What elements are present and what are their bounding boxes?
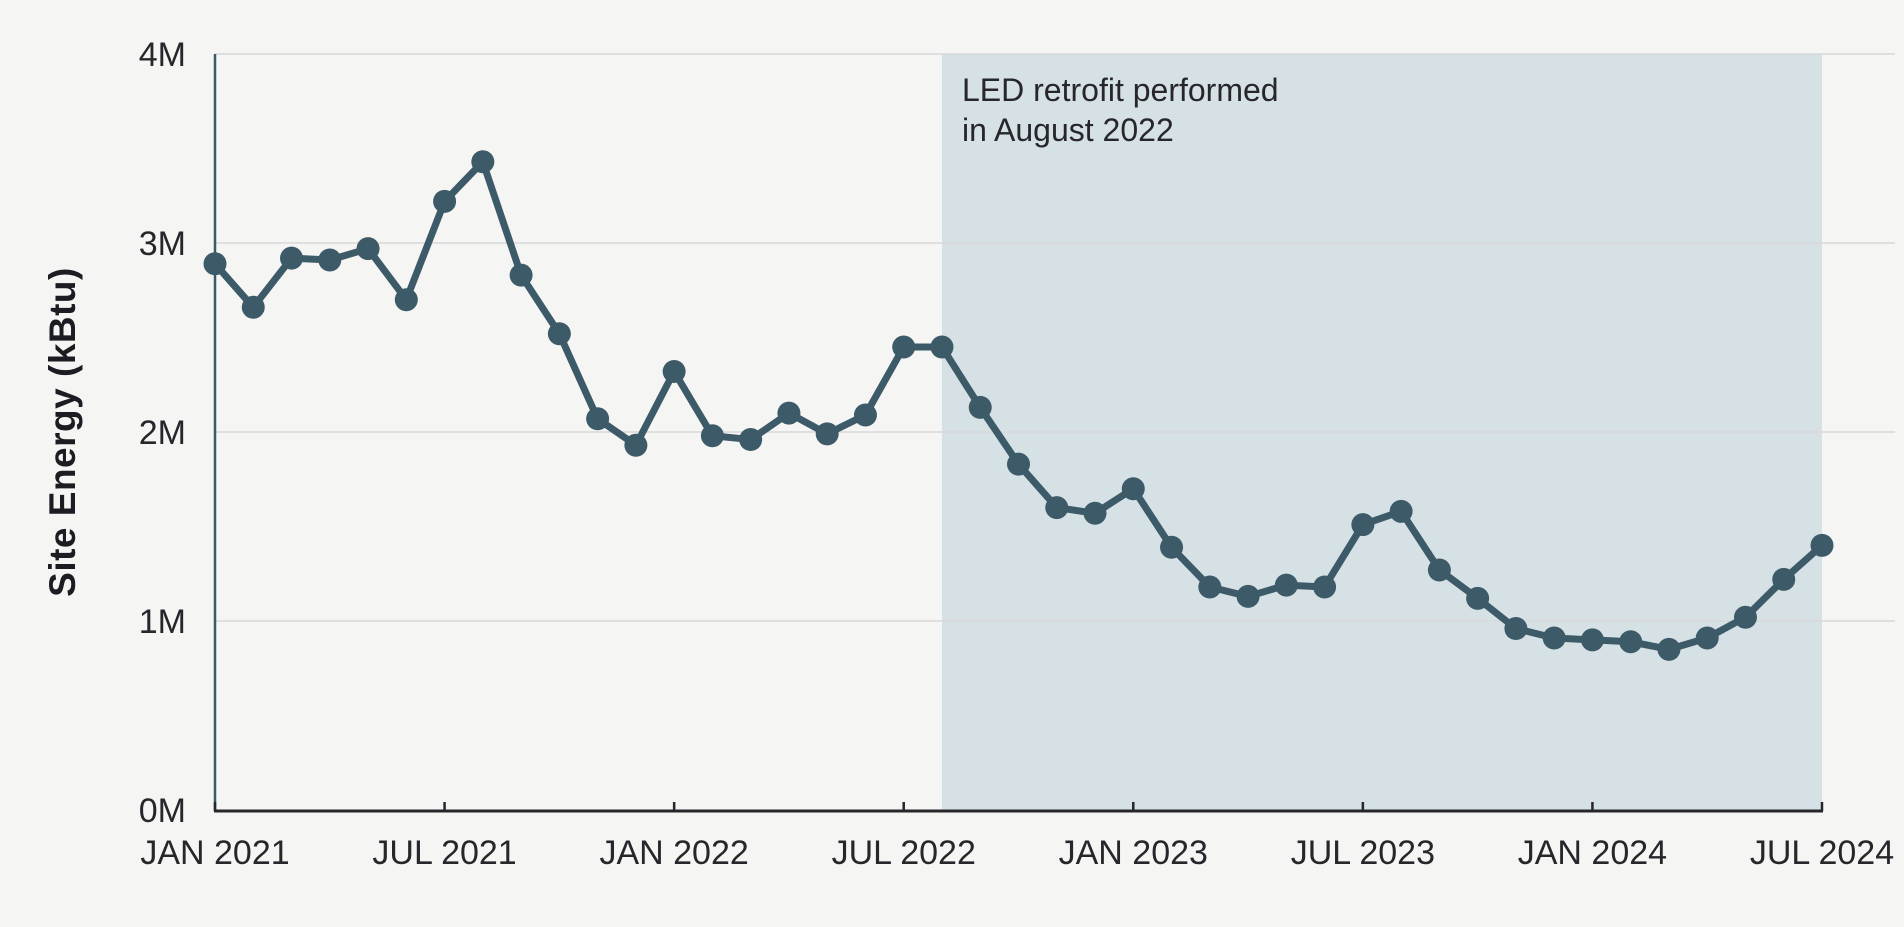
data-point-marker: [662, 360, 686, 384]
y-tick-label: 0M: [139, 792, 186, 830]
data-point-marker: [739, 428, 763, 452]
data-point-marker: [1045, 496, 1069, 520]
data-point-marker: [509, 263, 533, 287]
data-point-marker: [241, 295, 265, 319]
x-tick-label: JUL 2024: [1750, 834, 1894, 872]
data-point-marker: [700, 424, 724, 448]
data-point-marker: [1733, 605, 1757, 629]
y-axis-title: Site Energy (kBtu): [42, 267, 83, 597]
y-tick-label: 4M: [139, 36, 186, 74]
data-point-marker: [1313, 575, 1337, 599]
data-point-marker: [1657, 637, 1681, 661]
data-point-marker: [1274, 573, 1298, 597]
data-point-marker: [777, 401, 801, 425]
data-point-marker: [1810, 533, 1834, 557]
data-point-marker: [624, 433, 648, 457]
data-point-marker: [1772, 567, 1796, 591]
data-point-marker: [1083, 501, 1107, 525]
data-point-marker: [930, 335, 954, 359]
data-point-marker: [1466, 586, 1490, 610]
data-point-marker: [547, 322, 571, 346]
data-point-marker: [968, 395, 992, 419]
data-point-marker: [394, 288, 418, 312]
data-point-marker: [1542, 626, 1566, 650]
data-point-marker: [356, 237, 380, 261]
data-point-marker: [892, 335, 916, 359]
y-tick-label: 1M: [139, 603, 186, 641]
y-tick-label: 2M: [139, 414, 186, 452]
data-point-marker: [1580, 628, 1604, 652]
x-tick-label: JAN 2022: [599, 834, 748, 872]
annotation-line1: LED retrofit performed: [962, 72, 1279, 108]
data-point-marker: [815, 422, 839, 446]
data-point-marker: [1160, 535, 1184, 559]
x-tick-label: JAN 2021: [140, 834, 289, 872]
data-point-marker: [1427, 558, 1451, 582]
x-tick-label: JUL 2023: [1291, 834, 1435, 872]
data-point-marker: [1198, 575, 1222, 599]
data-point-marker: [1121, 477, 1145, 501]
x-tick-label: JAN 2023: [1059, 834, 1208, 872]
data-point-marker: [1619, 630, 1643, 654]
annotation-line2: in August 2022: [962, 112, 1174, 148]
y-tick-label: 3M: [139, 225, 186, 263]
data-point-marker: [280, 246, 304, 270]
data-point-marker: [471, 150, 495, 174]
data-point-marker: [1389, 499, 1413, 523]
data-point-marker: [1236, 584, 1260, 608]
x-tick-label: JAN 2024: [1518, 834, 1667, 872]
data-point-marker: [1351, 513, 1375, 537]
data-point-marker: [1695, 626, 1719, 650]
data-point-marker: [203, 252, 227, 276]
data-point-marker: [853, 403, 877, 427]
data-point-marker: [586, 407, 610, 431]
annotation-led-retrofit: LED retrofit performed in August 2022: [962, 70, 1279, 150]
data-point-marker: [1504, 617, 1528, 641]
x-tick-label: JUL 2022: [832, 834, 976, 872]
data-point-marker: [318, 248, 342, 272]
x-tick-label: JUL 2021: [372, 834, 516, 872]
data-point-marker: [433, 189, 457, 213]
data-point-marker: [1007, 452, 1030, 476]
